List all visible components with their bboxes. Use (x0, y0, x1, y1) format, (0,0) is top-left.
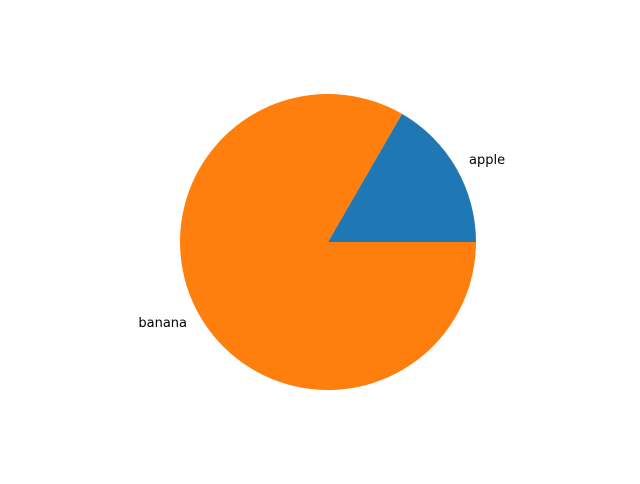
pie-slice-apple (328, 113, 477, 242)
pie-label-banana: banana (138, 316, 187, 331)
pie-slice-banana (180, 93, 477, 390)
pie-label-apple: apple (469, 153, 505, 168)
